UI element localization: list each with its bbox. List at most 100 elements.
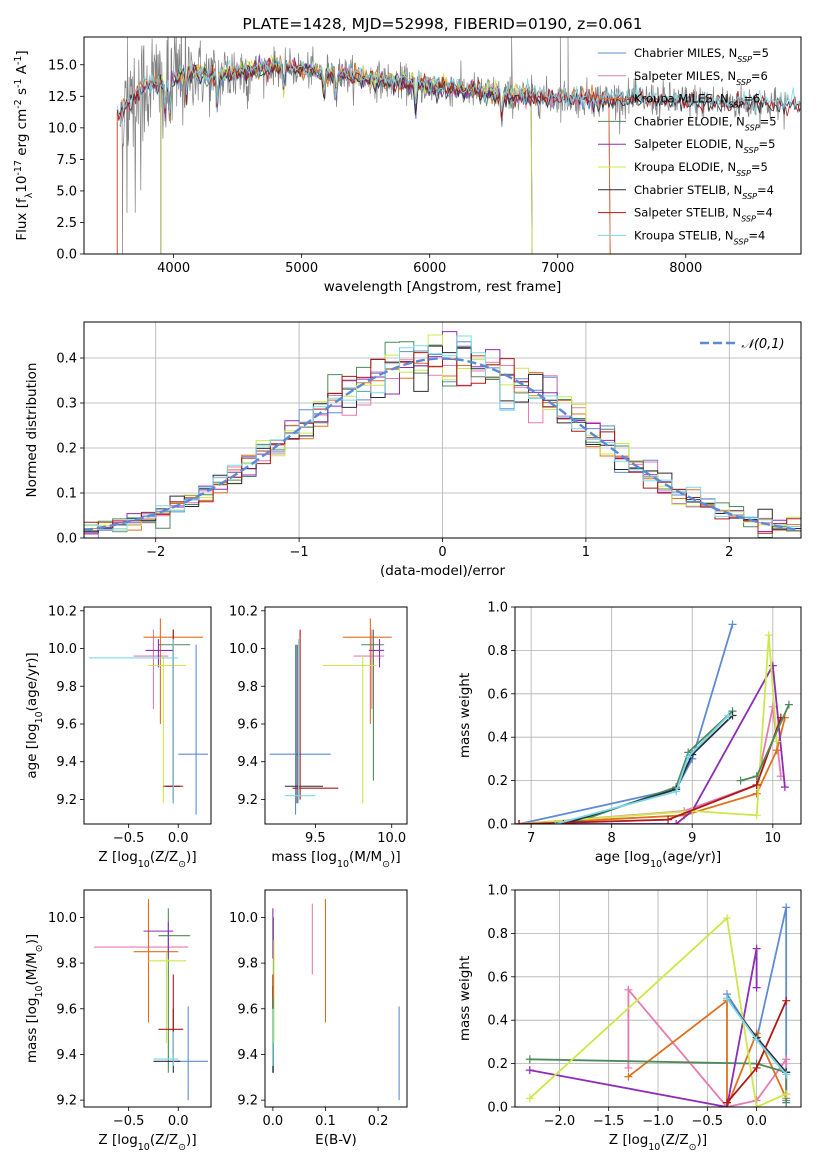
weight-point-salpeter_elodie	[525, 1066, 534, 1075]
x-tick-label: 0.0	[168, 1114, 189, 1129]
plot-area	[93, 899, 209, 1101]
weight-line-chabrier_elodie	[529, 1058, 788, 1103]
y-axis-label: age [log10(age/yr)]	[24, 652, 45, 778]
axes-mass_age: 9.5 10.0 9.2 9.4 9.6 9.8 10.0 10.2 mass [log10(M…	[229, 604, 408, 870]
model-spectrum-kroupa_stelib	[116, 58, 801, 124]
weight-point-chabrier_elodie	[525, 1055, 534, 1064]
weight-point-salpeter_stelib	[752, 780, 761, 789]
weight-point-salpeter_elodie	[768, 661, 777, 670]
weight-point-salpeter_stelib	[782, 996, 791, 1005]
x-tick-label: 0.0	[168, 831, 189, 846]
y-tick-label: 9.6	[56, 717, 77, 732]
y-tick-label: 9.2	[56, 793, 77, 808]
weight-line-chabrier_miles	[518, 624, 734, 824]
y-axis-label: Flux [fλ10-17 erg cm-2 s-1 A-1]	[13, 50, 35, 240]
weight-point-chabrier_elodie_b	[736, 776, 745, 785]
y-tick-label: 10.0	[48, 911, 77, 926]
legend: 𝒩(0,1)	[700, 337, 785, 352]
legend-text: Chabrier ELODIE, N	[634, 114, 745, 128]
label-text: Z [log	[609, 1132, 648, 1148]
plot-area	[515, 620, 793, 824]
label-subscript: 10	[138, 859, 150, 870]
label-text: mass weight	[457, 956, 473, 1041]
legend-subscript: SSP	[741, 214, 756, 223]
plot-area	[272, 899, 400, 1101]
model-spectrum-salpeter_miles	[116, 61, 611, 254]
y-tick-label: 0.0	[487, 1101, 508, 1116]
weight-point-kroupa_stelib	[684, 752, 693, 761]
axes-z_weight: −2.0 −1.5 −1.0 −0.5 0.0 0.0 0.2 0.4 0.6 0.8 1.0 Z […	[457, 884, 802, 1153]
label-text: )]	[390, 849, 401, 865]
legend-text: Kroupa MILES, N	[634, 92, 729, 106]
y-tick-label: 0.8	[487, 644, 508, 659]
x-tick-label: 5000	[285, 261, 318, 276]
x-tick-label: 0	[438, 545, 446, 560]
weight-point-kroupa_elodie	[752, 811, 761, 820]
label-text: (data-model)/error	[380, 563, 506, 579]
legend-label: Kroupa MILES, NSSP=6	[634, 92, 760, 110]
weight-point-kroupa_stelib	[752, 1035, 761, 1044]
y-axis-label: mass weight	[457, 956, 473, 1041]
x-axis-label: age [log10(age/yr)]	[595, 849, 721, 870]
x-tick-label: 2	[725, 545, 733, 560]
label-text: age [log	[595, 849, 650, 865]
x-tick-label: 0.2	[368, 1114, 389, 1129]
legend-text: Chabrier STELIB, N	[634, 183, 742, 197]
x-tick-label: 10	[765, 831, 782, 846]
label-text: Z [log	[98, 849, 137, 865]
weight-point-chabrier_miles	[782, 903, 791, 912]
x-tick-label: −0.5	[113, 831, 145, 846]
weight-point-chabrier_elodie_b	[784, 700, 793, 709]
label-subscript: ⊙	[178, 1142, 186, 1153]
label-text: mass [log	[271, 849, 337, 865]
x-tick-label: 0.0	[263, 1114, 284, 1129]
y-tick-label: 9.2	[237, 1094, 258, 1109]
weight-point-kroupa_elodie	[782, 1089, 791, 1098]
legend-suffix: =5	[751, 160, 768, 174]
x-tick-label: −1	[290, 545, 309, 560]
weight-line-kroupa_miles	[518, 717, 786, 824]
legend-suffix: =6	[743, 92, 760, 106]
x-tick-label: −1.5	[593, 1114, 625, 1129]
weight-line-salpeter_stelib	[518, 717, 782, 824]
weight-line-salpeter_miles	[518, 706, 782, 824]
model-spectrum-salpeter_stelib	[116, 57, 801, 124]
y-tick-label: 0.4	[487, 1014, 508, 1029]
x-axis-label: Z [log10(Z/Z⊙)]	[98, 1132, 196, 1153]
weight-point-kroupa_elodie	[752, 1103, 761, 1107]
axes-frame	[264, 606, 408, 825]
label-subscript: 10	[337, 859, 349, 870]
y-tick-label: 10.2	[229, 604, 258, 619]
axes-frame	[83, 321, 802, 539]
label-subscript: ⊙	[689, 1142, 697, 1153]
weight-line-kroupa_stelib	[555, 714, 730, 824]
weight-line-salpeter_elodie	[519, 662, 786, 824]
x-axis-label: Z [log10(Z/Z⊙)]	[609, 1132, 707, 1153]
x-tick-label: −0.5	[113, 1114, 145, 1129]
label-subscript: ⊙	[34, 944, 45, 952]
y-tick-label: 0.4	[487, 731, 508, 746]
y-axis-label: mass [log10(M/M⊙)]	[24, 934, 45, 1063]
label-superscript: -2	[13, 99, 24, 108]
plot-area	[269, 618, 392, 815]
legend-label: Kroupa ELODIE, NSSP=5	[634, 160, 768, 178]
label-math: 𝒩(0,1)	[741, 337, 784, 352]
legend-suffix: =5	[760, 114, 777, 128]
x-tick-label: 10.0	[377, 831, 406, 846]
weight-line-kroupa_miles	[627, 998, 788, 1107]
label-superscript: -1	[13, 79, 24, 88]
plot-area	[116, 37, 801, 254]
weight-point-salpeter_stelib	[664, 815, 673, 824]
x-tick-label: −1.0	[642, 1114, 674, 1129]
weight-point-salpeter_elodie	[780, 783, 789, 792]
y-tick-label: 9.4	[56, 1048, 77, 1063]
x-axis-label: E(B-V)	[315, 1132, 357, 1148]
plot-area	[88, 618, 209, 815]
label-text: )]	[24, 934, 40, 945]
legend-text: Salpeter MILES, N	[634, 69, 736, 83]
y-tick-label: 0.8	[487, 927, 508, 942]
label-superscript: -17	[13, 160, 24, 175]
legend-label: Salpeter MILES, NSSP=6	[634, 69, 768, 87]
label-text: Normed distribution	[24, 363, 40, 498]
